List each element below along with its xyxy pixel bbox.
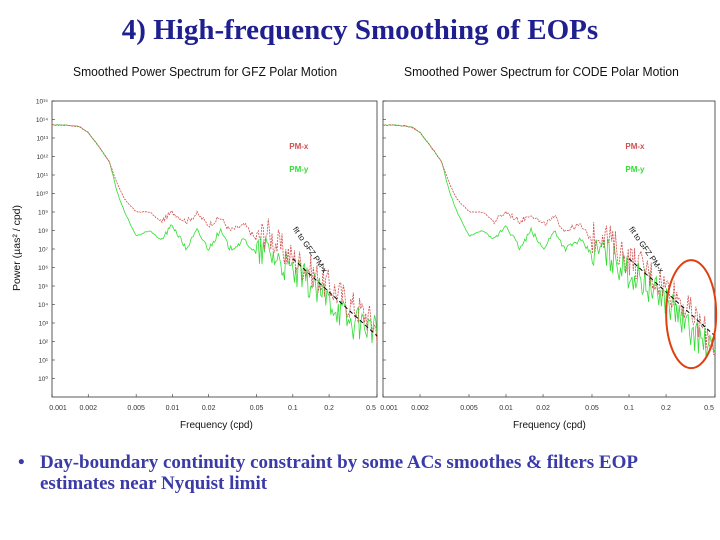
y-tick-label: 10⁸ [38, 228, 48, 235]
y-tick-label: 10² [39, 339, 49, 346]
x-tick-label: 0.002 [411, 405, 429, 412]
y-tick-label: 10¹² [36, 154, 48, 161]
y-tick-label: 10¹¹ [36, 173, 48, 180]
x-tick-label: 0.1 [288, 405, 298, 412]
slide-title: 4) High-frequency Smoothing of EOPs [121, 14, 599, 46]
y-tick-label: 10⁰ [38, 375, 48, 383]
x-tick-label: 0.02 [202, 405, 216, 412]
x-tick-label: 0.05 [585, 405, 599, 412]
x-tick-label: 0.02 [536, 405, 550, 412]
highlight-circle [665, 259, 718, 370]
x-tick-label: 0.05 [250, 405, 264, 412]
x-tick-label: 0.002 [79, 405, 97, 412]
plot-frame [51, 100, 378, 398]
bullet-text: Day-boundary continuity constraint by so… [40, 452, 637, 494]
series-line-pm-y [51, 124, 378, 344]
y-tick-label: 10⁹ [38, 210, 48, 217]
y-tick-label: 10¹⁵ [36, 99, 48, 106]
legend-pm-y: PM-y [289, 165, 309, 174]
y-tick-label: 10⁷ [38, 247, 48, 254]
x-tick-label: 0.005 [460, 405, 478, 412]
y-tick-label: 10¹ [39, 358, 49, 365]
fit-line [628, 258, 716, 337]
chart-panel-gfz: 0.001 0.002 0.005 0.01 0.02 0.05 0.1 0.2 0.5 10⁰ 1… [36, 99, 378, 412]
x-tick-label: 0.001 [380, 405, 398, 412]
legend-pm-x: PM-x [625, 142, 645, 151]
x-tick-label: 0.01 [499, 405, 513, 412]
x-tick-label: 0.01 [166, 405, 180, 412]
series-line-pm-y [382, 124, 716, 360]
y-tick-label: 10⁶ [38, 265, 48, 272]
fit-line [292, 258, 378, 337]
x-axis-label-code: Frequency (cpd) [513, 420, 586, 431]
x-tick-label: 0.5 [366, 405, 376, 412]
plot-frame [382, 100, 716, 398]
bullet-marker: • [18, 452, 25, 473]
x-tick-label: 0.5 [704, 405, 714, 412]
x-tick-label: 0.2 [661, 405, 671, 412]
y-tick-label: 10¹⁴ [36, 117, 48, 124]
y-tick-label: 10¹⁰ [36, 190, 48, 198]
chart-title-code: Smoothed Power Spectrum for CODE Polar M… [404, 64, 679, 79]
chart-title-gfz: Smoothed Power Spectrum for GFZ Polar Mo… [73, 64, 338, 79]
chart-panel-code: 0.001 0.002 0.005 0.01 0.02 0.05 0.1 0.2 0.5 PM-x… [380, 100, 718, 412]
series-line-pm-x [52, 124, 378, 343]
x-tick-label: 0.001 [49, 405, 67, 412]
x-axis-label-gfz: Frequency (cpd) [180, 420, 253, 431]
x-tick-label: 0.1 [624, 405, 634, 412]
x-tick-label: 0.2 [324, 405, 334, 412]
legend-pm-y: PM-y [625, 165, 645, 174]
series-line-pm-x [382, 124, 716, 356]
y-tick-label: 10⁵ [38, 284, 48, 291]
bullet-point: • Day-boundary continuity constraint by … [18, 452, 708, 494]
y-tick-label: 10¹³ [36, 136, 48, 143]
y-tick-label: 10³ [39, 321, 49, 328]
legend-pm-x: PM-x [289, 142, 309, 151]
x-tick-label: 0.005 [127, 405, 145, 412]
y-tick-label: 10⁴ [38, 302, 48, 309]
